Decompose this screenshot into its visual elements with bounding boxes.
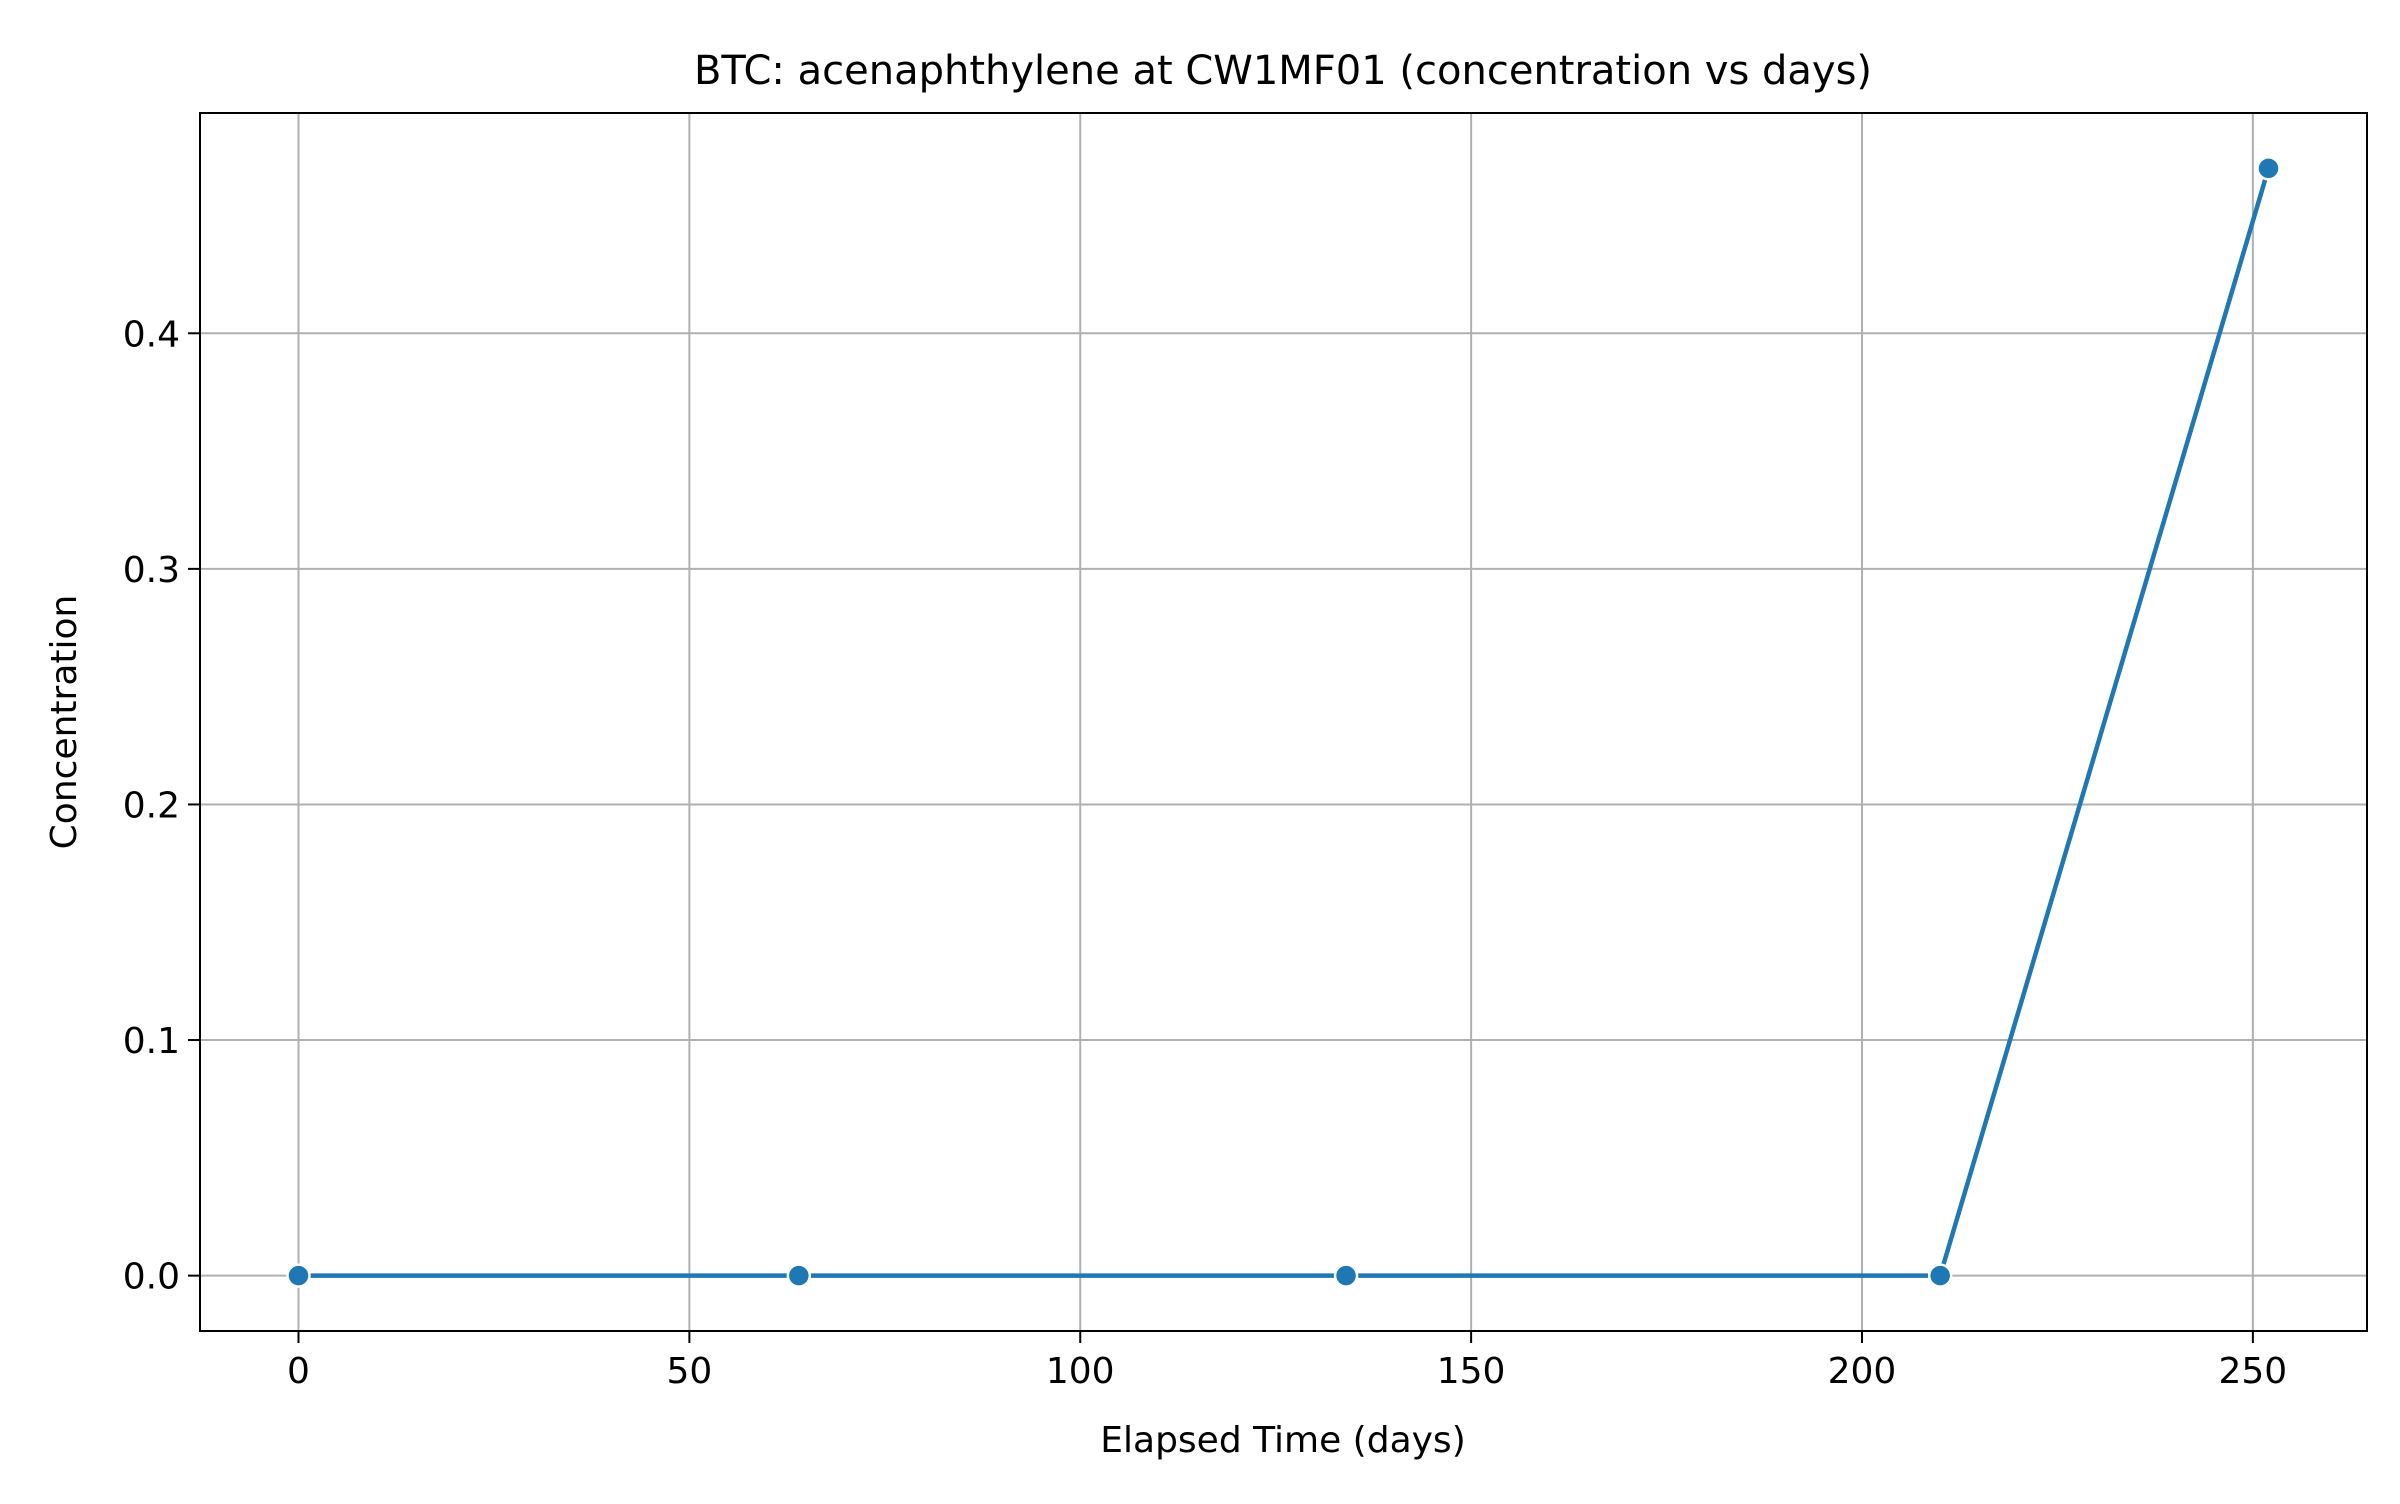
chart-title: BTC: acenaphthylene at CW1MF01 (concentr…	[694, 48, 1872, 94]
y-axis-label: Concentration	[44, 595, 85, 850]
y-tick-label: 0.3	[123, 550, 180, 591]
data-point	[1333, 1263, 1359, 1288]
y-tick-label: 0.0	[123, 1257, 180, 1298]
ticks: 0 50 100 150 200 250 0.0 0.1 0.2 0.3 0.4	[123, 314, 2287, 1392]
x-axis-label: Elapsed Time (days)	[1100, 1420, 1465, 1461]
x-tick-label: 50	[666, 1351, 712, 1392]
y-tick-label: 0.4	[123, 314, 180, 355]
x-tick-label: 150	[1437, 1351, 1506, 1392]
x-tick-label: 200	[1828, 1351, 1897, 1392]
y-tick-label: 0.1	[123, 1021, 180, 1062]
y-tick-label: 0.2	[123, 785, 180, 826]
x-tick-label: 0	[287, 1351, 310, 1392]
plot-frame	[199, 112, 2368, 1332]
grid	[200, 113, 2367, 1331]
x-tick-label: 100	[1046, 1351, 1115, 1392]
series-layer	[286, 156, 2281, 1288]
data-point	[1927, 1263, 1953, 1288]
x-tick-label: 250	[2219, 1351, 2288, 1392]
data-point	[786, 1263, 812, 1288]
data-point	[2256, 156, 2281, 181]
data-point	[286, 1263, 311, 1288]
